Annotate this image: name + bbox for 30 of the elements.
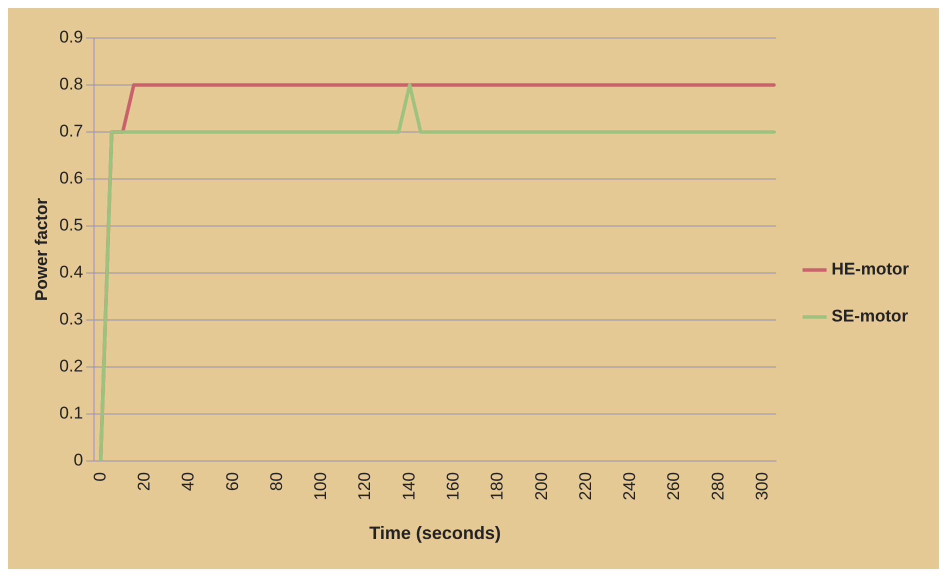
x-axis-title: Time (seconds) <box>369 523 501 544</box>
x-tick-label: 260 <box>664 472 684 500</box>
y-tick-label: 0.4 <box>59 262 84 282</box>
y-tick-label: 0.1 <box>59 404 84 423</box>
x-tick-label: 300 <box>752 472 772 500</box>
x-tick-label: 120 <box>355 472 374 500</box>
x-tick-label: 180 <box>488 472 507 500</box>
y-tick-label: 0.6 <box>59 168 84 188</box>
x-tick-label: 220 <box>576 472 595 500</box>
y-tick-label: 0.3 <box>59 310 84 329</box>
x-tick-label: 160 <box>443 472 462 500</box>
y-tick-label: 0.9 <box>59 28 84 47</box>
x-tick-label: 100 <box>311 472 330 500</box>
y-tick-label: 0.2 <box>59 356 84 376</box>
x-tick-label: 20 <box>134 472 154 491</box>
x-tick-label: 280 <box>708 472 728 500</box>
y-tick-label: 0.8 <box>59 74 84 94</box>
y-tick-label: 0.5 <box>59 216 84 235</box>
y-tick-label: 0 <box>74 450 84 470</box>
x-tick-label: 60 <box>222 472 242 491</box>
x-tick-label: 80 <box>266 472 286 491</box>
y-tick-label: 0.7 <box>59 122 84 141</box>
x-tick-label: 240 <box>620 472 640 500</box>
y-axis-title: Power factor <box>32 198 51 302</box>
x-tick-label: 0 <box>90 472 110 482</box>
x-tick-label: 140 <box>399 472 418 500</box>
x-tick-label: 40 <box>178 472 198 491</box>
legend-label: HE-motor <box>832 260 910 279</box>
x-tick-label: 200 <box>532 472 551 500</box>
legend-label: SE-motor <box>832 306 908 326</box>
